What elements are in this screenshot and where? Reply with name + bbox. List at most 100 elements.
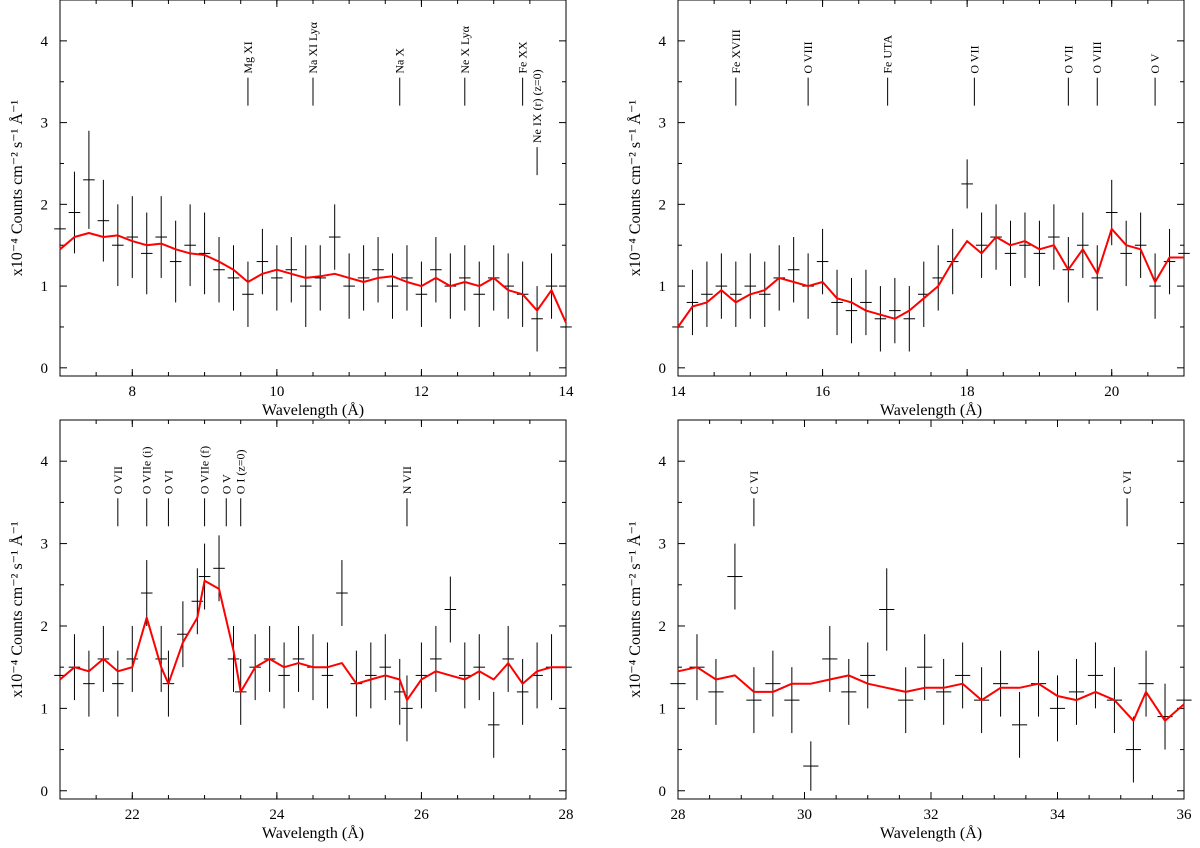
panel-bottom-left: 0 1 2 3 4 22 24 26 28 Wavelength (Å) x10⁻⁴ Counts … [8,419,574,842]
data-point [992,650,1009,717]
data-point [271,245,283,311]
data-point [744,253,757,319]
data-point [1077,212,1089,278]
line-marker-label: Fe UTA [881,35,895,74]
data-point [746,667,762,734]
data-point [1125,716,1141,783]
x-tick-label: 24 [269,807,285,823]
y-tick-label: 3 [41,116,49,132]
data-point [1019,212,1031,278]
line-marker-label: O VII [111,466,125,494]
line-marker-label: Na X [393,48,407,74]
line-marker: O VIIe (f) [198,446,212,527]
data-point [841,658,857,725]
data-point [765,650,781,717]
data-point [112,650,124,717]
data-point [1004,220,1017,287]
data-point [758,261,771,327]
data-point [83,130,95,229]
data-point [459,245,471,311]
data-point [140,560,153,626]
data-point [227,245,240,311]
y-tick-label: 0 [659,784,667,800]
data-point [1149,253,1161,319]
y-tick-label: 1 [659,701,667,717]
data-point [155,196,167,278]
line-marker-label: Ne X Lyα [458,25,472,73]
data-point [386,253,399,319]
data-point [560,294,572,360]
line-marker: C VI [747,471,761,527]
data-point [54,188,66,270]
data-point [1049,675,1066,742]
y-tick-label: 2 [659,197,667,213]
panel-top-right: 0 1 2 3 4 14 16 18 20 Wavelength (Å) x10⁻⁴ Counts … [626,0,1190,419]
model-curve [59,579,566,702]
data-point [1105,179,1118,246]
data-point [1011,691,1028,758]
x-tick-label: 20 [1104,384,1119,400]
line-marker-label: O V [219,474,233,494]
y-tick-label: 3 [659,537,667,553]
line-marker-label: C VI [1120,471,1134,494]
data-point [1091,245,1104,311]
data-point [1138,650,1154,717]
model-curve [677,227,1184,328]
x-axis-label: Wavelength (Å) [262,401,364,419]
data-point [1178,220,1190,287]
data-point [879,568,895,651]
data-point [531,286,543,352]
line-marker: O VII [1061,46,1075,106]
data-point [299,245,312,327]
data-point [379,634,392,701]
line-marker: Fe UTA [881,35,895,106]
data-point [1048,204,1060,270]
data-point [727,543,743,610]
line-marker-label: Ne IX (r) (z=0) [530,69,544,143]
line-marker: Mg XI [241,41,255,106]
y-tick-label: 3 [659,116,667,132]
y-tick-label: 2 [659,619,667,635]
line-marker-label: C VI [747,471,761,494]
data-point [545,253,558,319]
data-point [140,212,153,295]
line-marker-label: N VII [400,466,414,494]
data-point [730,261,742,327]
line-marker-label: O VIIe (f) [198,446,212,494]
line-marker: O I (z=0) [234,450,248,527]
y-tick-label: 4 [659,454,667,470]
data-point [1134,212,1147,278]
data-point [715,253,728,319]
y-tick-label: 0 [41,784,49,800]
data-point [670,650,686,717]
line-marker: Ne IX (r) (z=0) [530,69,544,176]
line-marker: N VII [400,466,414,527]
data-point [430,237,442,303]
data-point [365,642,377,709]
data-point [860,269,872,336]
x-tick-label: 8 [129,384,137,400]
data-point [314,245,327,311]
y-axis-label: x10⁻⁴ Counts cm⁻² s⁻¹ Å⁻¹ [8,100,26,277]
line-marker: Na XI Lyα [306,21,320,106]
x-tick-label: 10 [269,384,284,400]
data-point [708,658,724,725]
line-marker-label: O V [1148,53,1162,73]
data-point [822,625,838,692]
data-point [256,228,269,295]
y-tick-label: 3 [41,537,49,553]
data-point [1087,642,1104,709]
data-point [372,237,384,303]
line-marker: C VI [1120,471,1134,527]
data-point [169,220,182,303]
data-point [336,560,348,626]
data-point [686,269,699,336]
y-tick-label: 4 [41,454,49,470]
data-point [955,642,971,709]
data-point [242,261,254,327]
data-point [701,261,713,327]
data-point [961,159,973,209]
data-point [1120,220,1132,287]
data-point [198,212,211,295]
